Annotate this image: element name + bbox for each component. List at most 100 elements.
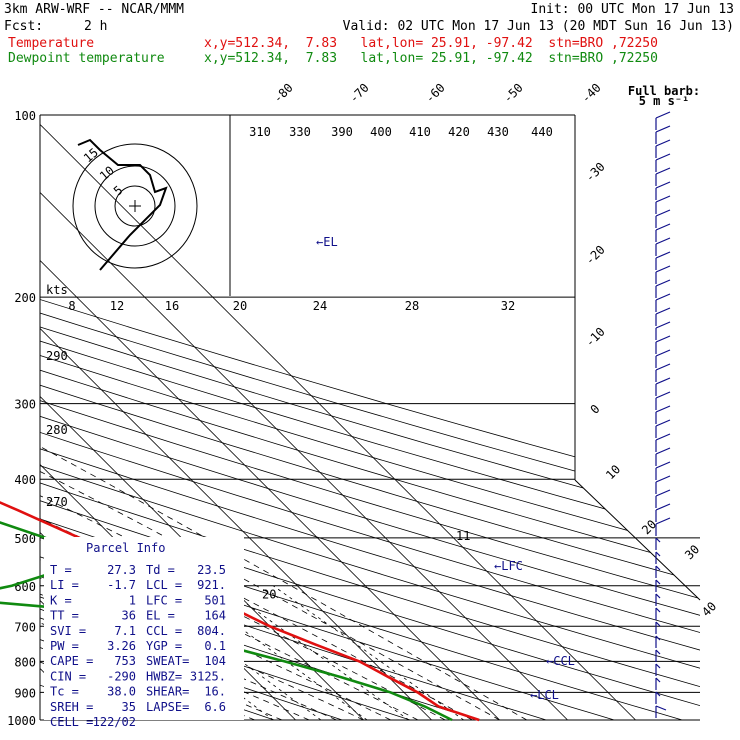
isotherm-label: -60 <box>423 81 448 106</box>
theta-label: 330 <box>289 125 311 139</box>
theta-left-label: 290 <box>46 349 68 363</box>
parcel-label: EL = <box>146 609 175 623</box>
parcel-value: 3.26 <box>107 639 136 653</box>
el-marker: ←EL <box>316 235 338 249</box>
wind-barb <box>655 195 671 203</box>
forecast-label: Fcst: <box>4 19 44 34</box>
parcel-label: TT = <box>50 609 79 623</box>
pressure-label: 700 <box>14 620 36 634</box>
dry-adiabat-line <box>40 115 700 720</box>
theta-label: 430 <box>487 125 509 139</box>
parcel-info-title: Parcel Info <box>86 541 165 555</box>
dry-adiabat-line <box>40 115 700 720</box>
dry-adiabat-line <box>40 115 700 720</box>
wind-barb <box>655 139 671 147</box>
theta-label: 310 <box>249 125 271 139</box>
parcel-value: 122/02 <box>93 715 136 729</box>
dry-adiabat-line <box>40 115 700 720</box>
parcel-value: 921. <box>197 578 226 592</box>
hodograph-ring <box>114 185 156 227</box>
pressure-label: 300 <box>14 398 36 412</box>
parcel-label: CIN = <box>50 669 86 683</box>
wind-barb <box>655 677 661 683</box>
wind-barb <box>655 405 671 413</box>
wind-barb <box>655 223 671 231</box>
isotherm-label: 10 <box>603 462 623 482</box>
lcl-marker: ←LCL <box>530 688 559 702</box>
wind-barb <box>655 265 671 273</box>
parcel-label: SREH = <box>50 700 93 714</box>
dewpoint-location: x,y=512.34, 7.83 lat,lon= 25.91, -97.42 … <box>204 51 658 66</box>
wind-barb <box>655 293 671 301</box>
dry-adiabat-line <box>40 115 700 720</box>
parcel-label: CCL = <box>146 624 182 638</box>
wind-barb <box>655 593 661 599</box>
moist-adiabat-line <box>40 296 446 720</box>
parcel-label: HWBZ= <box>146 669 182 683</box>
isotherm-line <box>40 115 432 720</box>
wind-barb <box>655 363 671 371</box>
dry-adiabat-line <box>40 115 411 720</box>
dry-adiabat-line <box>40 115 700 720</box>
isotherm-line <box>40 115 500 720</box>
wind-barb <box>655 635 661 641</box>
parcel-label: LI = <box>50 578 79 592</box>
pressure-label: 900 <box>14 686 36 700</box>
parcel-value: 38.0 <box>107 685 136 699</box>
wind-barb <box>655 251 671 259</box>
ccl-marker: ←CCL <box>546 654 575 668</box>
wind-barb <box>655 705 667 711</box>
parcel-label: LCL = <box>146 578 182 592</box>
parcel-value: 23.5 <box>197 563 226 577</box>
dry-adiabat-line <box>40 115 700 720</box>
wind-barb <box>655 209 671 217</box>
theta-label: 440 <box>531 125 553 139</box>
wind-barb <box>655 663 661 669</box>
temperature-location: x,y=512.34, 7.83 lat,lon= 25.91, -97.42 … <box>204 36 658 51</box>
parcel-label: SWEAT= <box>146 654 189 668</box>
dry-adiabat-line <box>40 115 700 720</box>
init-time: Init: 00 UTC Mon 17 Jun 13 <box>530 2 735 17</box>
parcel-value: 104 <box>204 654 226 668</box>
parcel-value: 164 <box>204 609 226 623</box>
wind-speed-label: 20 <box>233 299 247 313</box>
isotherm-label: -10 <box>583 325 608 350</box>
parcel-label: SVI = <box>50 624 86 638</box>
mixing-ratio-label: 20 <box>262 587 276 601</box>
wind-barb <box>655 153 671 161</box>
wind-speed-label: 24 <box>313 299 327 313</box>
wind-barb <box>655 377 671 385</box>
theta-left-label: 270 <box>46 495 68 509</box>
wind-barb <box>655 279 671 287</box>
theta-label: 390 <box>331 125 353 139</box>
chart-annotation-label: 11 <box>456 529 470 543</box>
wind-barb <box>655 111 671 119</box>
parcel-value: 6.6 <box>204 700 226 714</box>
wind-speed-label: 32 <box>501 299 515 313</box>
parcel-label: T = <box>50 563 72 577</box>
wind-barb <box>655 335 671 343</box>
parcel-label: Td = <box>146 563 175 577</box>
pressure-label: 800 <box>14 655 36 669</box>
parcel-value: 3125. <box>190 669 226 683</box>
parcel-label: PW = <box>50 639 79 653</box>
parcel-value: 804. <box>197 624 226 638</box>
theta-left-label: 280 <box>46 423 68 437</box>
pressure-label: 400 <box>14 473 36 487</box>
parcel-value: 16. <box>204 685 226 699</box>
plot-right-border <box>574 479 701 601</box>
mixing-ratio-line <box>221 585 409 720</box>
parcel-label: LAPSE= <box>146 700 189 714</box>
isotherm-label: 0 <box>588 402 603 417</box>
theta-label: 400 <box>370 125 392 139</box>
moist-adiabat-line <box>40 296 500 720</box>
wind-barb <box>655 391 671 399</box>
theta-label: 410 <box>409 125 431 139</box>
temperature-profile <box>0 501 480 722</box>
parcel-value: -290 <box>107 669 136 683</box>
isotherm-label: -20 <box>583 243 608 268</box>
parcel-info-box <box>44 537 244 720</box>
isotherm-line <box>40 115 568 720</box>
wind-barb <box>655 419 671 427</box>
